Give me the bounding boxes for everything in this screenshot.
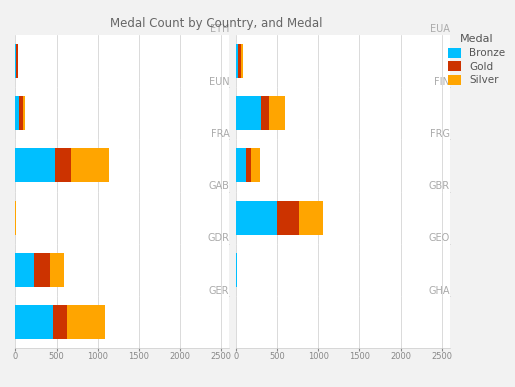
Bar [55,149,71,182]
Bar [71,149,109,182]
Text: GHA: GHA [428,286,450,296]
Bar [23,96,25,130]
Bar [236,149,246,182]
Bar [15,149,55,182]
Bar [238,44,241,78]
Bar [67,305,105,339]
Text: EUN: EUN [209,77,230,87]
Text: GDR: GDR [208,233,230,243]
Bar [50,253,64,287]
Bar [19,96,23,130]
Bar [53,305,67,339]
Bar [15,44,16,78]
Bar [261,96,269,130]
Bar [246,149,251,182]
Text: GER: GER [209,286,230,296]
Text: FIN: FIN [434,77,450,87]
Text: FRA: FRA [211,129,230,139]
Text: Medal Count by Country, and Medal: Medal Count by Country, and Medal [110,17,322,31]
Bar [15,305,53,339]
Bar [299,201,323,235]
Text: GAB: GAB [209,181,230,191]
Bar [241,44,243,78]
Text: ETH: ETH [210,24,230,34]
Legend: Bronze, Gold, Silver: Bronze, Gold, Silver [446,32,507,87]
Bar [278,201,299,235]
Text: EUA: EUA [430,24,450,34]
Bar [269,96,285,130]
Text: GEO: GEO [428,233,450,243]
Bar [15,253,34,287]
Bar [236,44,238,78]
Bar [34,253,50,287]
Bar [236,201,278,235]
Bar [251,149,260,182]
Text: GBR: GBR [429,181,450,191]
Bar [15,96,19,130]
Bar [16,44,18,78]
Bar [236,96,261,130]
Text: FRG: FRG [430,129,450,139]
Bar [236,253,237,287]
